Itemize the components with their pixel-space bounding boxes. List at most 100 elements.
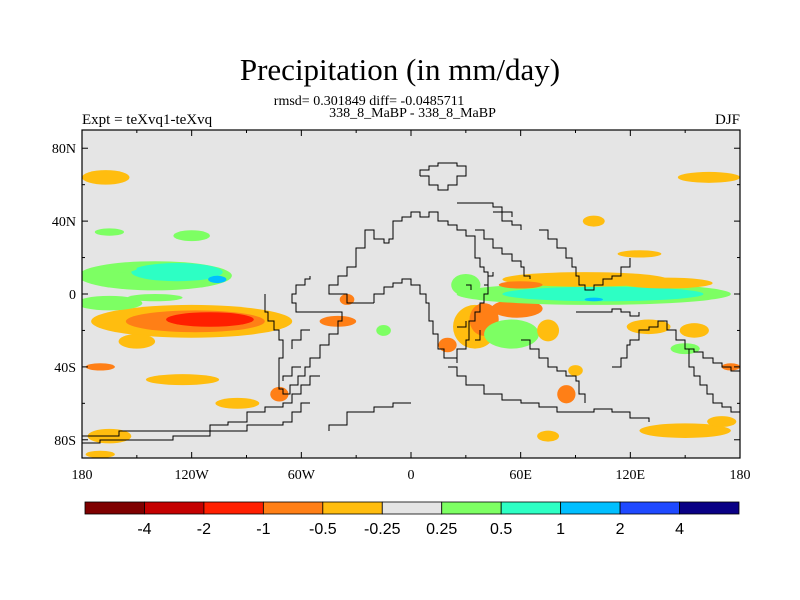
anomaly-patch-16 xyxy=(85,363,115,371)
season-label: DJF xyxy=(714,112,740,128)
anomaly-patch-28 xyxy=(484,319,539,349)
anomaly-patch-40 xyxy=(568,365,583,376)
coastline-19 xyxy=(685,348,740,376)
coastline-8 xyxy=(419,162,467,191)
anomaly-patch-27 xyxy=(491,299,543,318)
x-tick-label-4: 60E xyxy=(509,468,532,483)
coastline-22 xyxy=(466,284,472,290)
anomaly-patch-4 xyxy=(582,215,605,227)
coastline-9 xyxy=(457,202,513,217)
coastline-3 xyxy=(291,329,310,349)
anomaly-patch-45 xyxy=(85,450,115,458)
colorbar-box-9 xyxy=(619,501,680,515)
coastline-21 xyxy=(484,272,494,286)
x-tick-label-3: 0 xyxy=(408,468,415,483)
x-axis: 180 120W 60W 0 60E 120E 180 xyxy=(72,130,751,483)
anomaly-patch-15 xyxy=(118,334,156,349)
anomaly-patch-43 xyxy=(707,416,737,428)
coastline-18 xyxy=(612,320,740,422)
anomaly-patch-0 xyxy=(82,170,130,185)
anomaly-patch-2 xyxy=(94,228,125,236)
y-axis: 80N 40N 0 40S 80S xyxy=(52,142,740,449)
anomaly-contours xyxy=(82,170,740,458)
colorbar-box-6 xyxy=(441,501,502,515)
colorbar-label-6: 0.5 xyxy=(490,521,512,538)
colorbar-box-4 xyxy=(322,501,383,515)
x-tick-label-5: 120E xyxy=(616,468,646,483)
coastline-17 xyxy=(521,339,586,403)
anomaly-patch-26 xyxy=(438,337,457,353)
x-tick-label-0: 180 xyxy=(72,468,93,483)
x-tick-label-1: 120W xyxy=(175,468,210,483)
x-tick-label-6: 180 xyxy=(730,468,751,483)
anomaly-patch-17 xyxy=(145,374,220,386)
anomaly-patch-14 xyxy=(127,294,183,302)
anomaly-patch-1 xyxy=(677,171,740,183)
coastline-7 xyxy=(328,402,411,431)
chart-title: Precipitation (in mm/day) xyxy=(239,52,561,87)
coastline-20 xyxy=(448,366,650,422)
stats-line: rmsd= 0.301849 diff= -0.0485711 xyxy=(273,94,465,109)
colorbar-box-5 xyxy=(381,501,443,515)
colorbar-box-8 xyxy=(560,501,621,515)
anomaly-patch-31 xyxy=(502,286,704,302)
y-tick-label-0: 80N xyxy=(52,142,76,157)
coastline-13 xyxy=(576,308,640,317)
anomaly-patch-22 xyxy=(376,324,391,336)
anomaly-patch-37 xyxy=(679,323,709,338)
anomaly-patch-13 xyxy=(82,295,143,311)
colorbar-box-0 xyxy=(84,501,145,515)
anomaly-patch-32 xyxy=(584,297,603,302)
coastline-15 xyxy=(448,357,458,363)
anomaly-patch-5 xyxy=(617,250,662,258)
colorbar: -4 -2 -1 -0.5 -0.25 0.25 0.5 1 2 4 xyxy=(84,501,740,538)
coastline-2 xyxy=(264,294,343,395)
colorbar-box-10 xyxy=(679,501,740,515)
coastline-5 xyxy=(82,402,310,444)
anomaly-patch-12 xyxy=(166,312,254,327)
colorbar-label-9: 4 xyxy=(675,521,684,538)
anomaly-patch-42 xyxy=(639,423,731,438)
anomaly-patch-41 xyxy=(557,385,576,404)
colorbar-label-1: -2 xyxy=(197,521,211,538)
colorbar-label-3: -0.5 xyxy=(309,521,337,538)
runs-line: 338_8_MaBP - 338_8_MaBP xyxy=(329,106,496,121)
colorbar-box-7 xyxy=(500,501,562,515)
anomaly-patch-46 xyxy=(537,430,560,442)
coastline-6 xyxy=(282,366,301,381)
coastline-11 xyxy=(493,211,522,230)
coastline-4 xyxy=(82,375,320,437)
y-tick-label-2: 0 xyxy=(69,288,76,303)
anomaly-patch-8 xyxy=(208,275,227,284)
anomaly-patch-29 xyxy=(537,319,560,342)
coastline-0 xyxy=(328,211,489,359)
colorbar-label-7: 1 xyxy=(556,521,565,538)
colorbar-box-2 xyxy=(203,501,264,515)
coastline-12 xyxy=(539,229,631,291)
y-tick-label-4: 80S xyxy=(54,434,76,449)
anomaly-patch-7 xyxy=(131,263,223,282)
colorbar-label-5: 0.25 xyxy=(426,521,457,538)
coastline-16 xyxy=(475,330,481,341)
experiment-label: Expt = teXvq1-teXvq xyxy=(82,112,213,128)
anomaly-patch-19 xyxy=(270,386,289,402)
x-tick-label-2: 60W xyxy=(288,468,316,483)
colorbar-box-1 xyxy=(144,501,205,515)
anomaly-patch-9 xyxy=(107,264,137,273)
anomaly-patch-35 xyxy=(621,277,713,289)
anomaly-patch-34 xyxy=(498,281,543,289)
coastline-1 xyxy=(291,276,338,313)
coastline-10 xyxy=(475,229,531,279)
coastlines xyxy=(82,162,740,444)
y-tick-label-1: 40N xyxy=(52,215,76,230)
y-tick-label-3: 40S xyxy=(54,361,76,376)
colorbar-label-0: -4 xyxy=(137,521,151,538)
anomaly-patch-18 xyxy=(215,397,260,409)
colorbar-label-8: 2 xyxy=(616,521,625,538)
colorbar-label-2: -1 xyxy=(256,521,270,538)
colorbar-label-4: -0.25 xyxy=(364,521,401,538)
anomaly-patch-3 xyxy=(173,230,210,242)
coastline-14 xyxy=(457,321,467,328)
colorbar-box-3 xyxy=(262,501,324,515)
